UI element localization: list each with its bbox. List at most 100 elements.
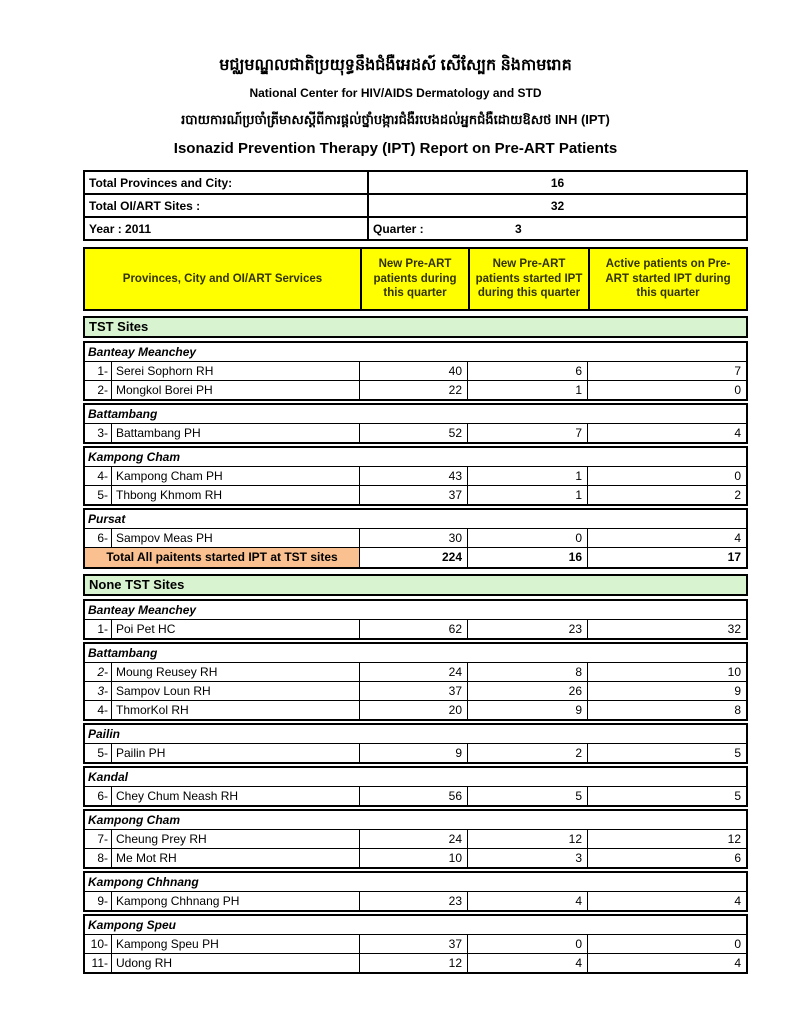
site-number: 2- bbox=[85, 663, 112, 681]
value-active-ipt: 2 bbox=[734, 488, 741, 502]
value-active-ipt: 4 bbox=[734, 894, 741, 908]
province-row: Kampong Chhnang bbox=[85, 873, 746, 892]
report-section: None TST Sites Banteay Meanchey 1- Poi Pet … bbox=[83, 574, 748, 974]
province-row: Kampong Cham bbox=[85, 448, 746, 467]
site-number: 11- bbox=[85, 954, 112, 972]
site-name: Moung Reusey RH bbox=[112, 663, 360, 681]
site-name: Serei Sophorn RH bbox=[112, 362, 360, 380]
value-started-ipt: 5 bbox=[468, 787, 588, 805]
value-started-ipt: 9 bbox=[468, 701, 588, 719]
site-row: 5- Pailin PH 9 2 5 bbox=[85, 744, 746, 762]
province-group: Pailin 5- Pailin PH 9 2 5 bbox=[83, 723, 748, 764]
value-started-ipt: 12 bbox=[468, 830, 588, 848]
site-name: Kampong Chhnang PH bbox=[112, 892, 360, 910]
site-number: 4- bbox=[85, 701, 112, 719]
province-group: Battambang 3- Battambang PH 52 7 4 bbox=[83, 403, 748, 444]
site-number: 1- bbox=[85, 620, 112, 638]
site-name: Kampong Speu PH bbox=[112, 935, 360, 953]
site-number: 2- bbox=[85, 381, 112, 399]
value-active-ipt: 7 bbox=[734, 364, 741, 378]
site-row: 8- Me Mot RH 10 3 6 bbox=[85, 848, 746, 867]
value-active-ipt: 0 bbox=[734, 937, 741, 951]
site-row: 1- Serei Sophorn RH 40 6 7 bbox=[85, 362, 746, 380]
site-name: Udong RH bbox=[112, 954, 360, 972]
total-provinces-row: Total Provinces and City: 16 bbox=[83, 170, 748, 195]
section-header: None TST Sites bbox=[83, 574, 748, 596]
column-header-row: Provinces, City and OI/ART Services New … bbox=[83, 247, 748, 311]
value-started-ipt: 1 bbox=[468, 467, 588, 485]
quarter-label: Quarter : bbox=[373, 221, 424, 236]
value-new-preart: 10 bbox=[360, 849, 468, 867]
site-name: Mongkol Borei PH bbox=[112, 381, 360, 399]
org-title-khmer: មជ្ឈមណ្ឌលជាតិប្រយុទ្ធនឹងជំងឺអេដស៍ សើស្បែ… bbox=[219, 57, 572, 74]
value-started-ipt: 8 bbox=[468, 663, 588, 681]
value-started-ipt: 0 bbox=[468, 935, 588, 953]
site-number: 1- bbox=[85, 362, 112, 380]
province-row: Pailin bbox=[85, 725, 746, 744]
value-started-ipt: 3 bbox=[468, 849, 588, 867]
value-new-preart: 20 bbox=[360, 701, 468, 719]
sections-container: TST Sites Banteay Meanchey 1- Serei Sophorn… bbox=[83, 316, 748, 974]
site-row: 6- Sampov Meas PH 30 0 4 bbox=[85, 529, 746, 547]
year-label: Year : 2011 bbox=[83, 216, 369, 241]
province-row: Kandal bbox=[85, 768, 746, 787]
value-new-preart: 40 bbox=[360, 362, 468, 380]
column-header-active-ipt: Active patients on Pre-ART started IPT d… bbox=[605, 257, 731, 300]
total-sites-value: 32 bbox=[367, 193, 748, 218]
province-group: Banteay Meanchey 1- Serei Sophorn RH 40 6 7 2-… bbox=[83, 341, 748, 401]
site-number: 5- bbox=[85, 486, 112, 504]
site-name: Chey Chum Neash RH bbox=[112, 787, 360, 805]
site-name: Kampong Cham PH bbox=[112, 467, 360, 485]
value-new-preart: 9 bbox=[360, 744, 468, 762]
value-active-ipt: 9 bbox=[734, 684, 741, 698]
value-active-ipt: 5 bbox=[734, 746, 741, 760]
value-active-ipt: 4 bbox=[734, 531, 741, 545]
report-subtitle-khmer: របាយការណ៍ប្រចាំត្រីមាសស្តីពីការផ្តល់ថ្នា… bbox=[181, 112, 610, 127]
site-row: 1- Poi Pet HC 62 23 32 bbox=[85, 620, 746, 638]
value-active-ipt: 0 bbox=[734, 383, 741, 397]
total-provinces-value: 16 bbox=[367, 170, 748, 195]
site-row: 2- Mongkol Borei PH 22 1 0 bbox=[85, 380, 746, 399]
value-active-ipt: 4 bbox=[734, 956, 741, 970]
total-label: Total All paitents started IPT at TST si… bbox=[85, 548, 360, 567]
site-name: Poi Pet HC bbox=[112, 620, 360, 638]
province-row: Kampong Cham bbox=[85, 811, 746, 830]
value-new-preart: 37 bbox=[360, 682, 468, 700]
site-number: 3- bbox=[85, 424, 112, 442]
province-group: Kampong Cham 4- Kampong Cham PH 43 1 0 5- Thbon… bbox=[83, 446, 748, 506]
value-new-preart: 24 bbox=[360, 663, 468, 681]
site-row: 4- Kampong Cham PH 43 1 0 bbox=[85, 467, 746, 485]
value-started-ipt: 1 bbox=[468, 486, 588, 504]
province-group: Pursat 6- Sampov Meas PH 30 0 4 Total All pait… bbox=[83, 508, 748, 569]
value-started-ipt: 0 bbox=[468, 529, 588, 547]
value-active-ipt: 0 bbox=[734, 469, 741, 483]
province-row: Battambang bbox=[85, 644, 746, 663]
value-new-preart: 56 bbox=[360, 787, 468, 805]
site-number: 10- bbox=[85, 935, 112, 953]
site-row: 7- Cheung Prey RH 24 12 12 bbox=[85, 830, 746, 848]
site-name: Me Mot RH bbox=[112, 849, 360, 867]
site-number: 6- bbox=[85, 787, 112, 805]
value-new-preart: 43 bbox=[360, 467, 468, 485]
province-row: Pursat bbox=[85, 510, 746, 529]
total-sites-label: Total OI/ART Sites : bbox=[83, 193, 369, 218]
site-name: Sampov Meas PH bbox=[112, 529, 360, 547]
value-active-ipt: 8 bbox=[734, 703, 741, 717]
value-started-ipt: 4 bbox=[468, 892, 588, 910]
value-new-preart: 24 bbox=[360, 830, 468, 848]
site-name: Thbong Khmom RH bbox=[112, 486, 360, 504]
site-name: Pailin PH bbox=[112, 744, 360, 762]
site-row: 3- Sampov Loun RH 37 26 9 bbox=[85, 681, 746, 700]
site-name: Battambang PH bbox=[112, 424, 360, 442]
value-active-ipt: 6 bbox=[734, 851, 741, 865]
site-number: 4- bbox=[85, 467, 112, 485]
value-started-ipt: 1 bbox=[468, 381, 588, 399]
report-body: Total Provinces and City: 16 Total OI/AR… bbox=[83, 170, 748, 974]
site-number: 5- bbox=[85, 744, 112, 762]
province-row: Banteay Meanchey bbox=[85, 601, 746, 620]
value-started-ipt: 7 bbox=[468, 424, 588, 442]
province-group: Kampong Cham 7- Cheung Prey RH 24 12 12 8- Me M… bbox=[83, 809, 748, 869]
value-active-ipt: 4 bbox=[734, 426, 741, 440]
value-new-preart: 30 bbox=[360, 529, 468, 547]
site-name: ThmorKol RH bbox=[112, 701, 360, 719]
